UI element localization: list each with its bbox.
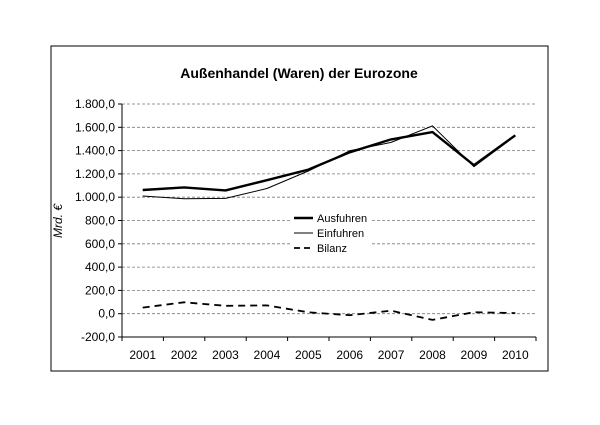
x-tick-label: 2002 (171, 348, 198, 362)
y-tick-label: 200,0 (85, 283, 115, 297)
x-tick-label: 2006 (336, 348, 363, 362)
legend: Ausfuhren Einfuhren Bilanz (290, 208, 370, 258)
legend-item-ausfuhren: Ausfuhren (294, 213, 367, 225)
legend-label-bilanz: Bilanz (317, 243, 347, 255)
y-tick-label: 0,0 (98, 307, 115, 321)
chart-title: Außenhandel (Waren) der Eurozone (180, 65, 418, 81)
x-tick-label: 2009 (461, 348, 488, 362)
y-tick-label: 1.800,0 (75, 97, 115, 111)
y-tick-label: 1.000,0 (75, 190, 115, 204)
y-tick-label: 600,0 (85, 237, 115, 251)
y-tick-label: 400,0 (85, 260, 115, 274)
x-tick-label: 2001 (129, 348, 156, 362)
legend-label-einfuhren: Einfuhren (317, 228, 364, 240)
y-tick-label: 800,0 (85, 214, 115, 228)
series-line-bilanz (142, 301, 516, 321)
x-tick-label: 2008 (419, 348, 446, 362)
y-axis-label: Mrd. € (51, 203, 65, 238)
x-ticks: 2001 2002 2003 2004 2005 2006 2007 2008 2009 2010 (121, 337, 537, 362)
y-tick-label: 1.200,0 (75, 167, 115, 181)
legend-label-ausfuhren: Ausfuhren (317, 213, 367, 225)
y-ticks: -200,0 0,0 200,0 400,0 600,0 800,0 1.000,0 1.20… (75, 97, 122, 344)
x-tick-label: 2004 (254, 348, 281, 362)
x-tick-label: 2007 (378, 348, 405, 362)
x-tick-label: 2005 (295, 348, 322, 362)
series-line-einfuhren (142, 125, 516, 200)
x-tick-label: 2003 (212, 348, 239, 362)
x-tick-label: 2010 (502, 348, 529, 362)
series (142, 125, 517, 321)
legend-item-einfuhren: Einfuhren (294, 228, 364, 240)
y-tick-label: 1.400,0 (75, 144, 115, 158)
y-tick-label: 1.600,0 (75, 120, 115, 134)
y-tick-label: -200,0 (81, 330, 115, 344)
legend-item-bilanz: Bilanz (294, 243, 347, 255)
